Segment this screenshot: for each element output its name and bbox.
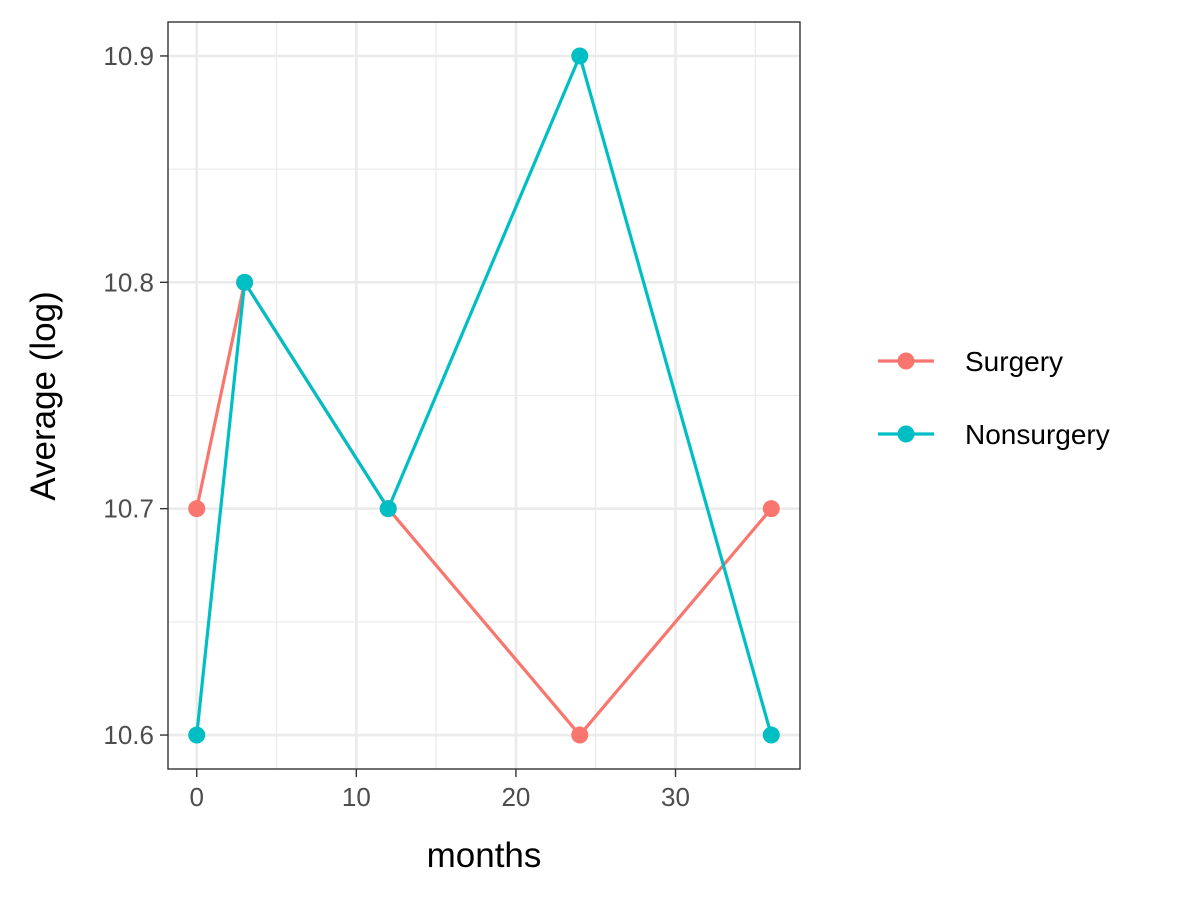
x-tick-label: 10 <box>342 782 371 812</box>
legend-key-point <box>897 425 915 443</box>
legend-key-point <box>897 352 915 370</box>
plot-panel-border <box>167 21 801 770</box>
x-axis-ticks: 0 10 20 30 <box>189 769 690 812</box>
series-points <box>188 47 780 744</box>
data-point-nonsurgery <box>379 500 397 518</box>
y-axis-title: Average (log) <box>24 291 63 500</box>
data-point-surgery <box>188 500 206 518</box>
data-point-nonsurgery <box>188 726 206 744</box>
y-tick-label: 10.8 <box>103 267 154 297</box>
y-tick-label: 10.9 <box>103 41 154 71</box>
data-point-nonsurgery <box>762 726 780 744</box>
x-tick-label: 30 <box>661 782 690 812</box>
data-point-surgery <box>571 726 589 744</box>
y-tick-label: 10.6 <box>103 720 154 750</box>
legend-item-nonsurgery: Nonsurgery <box>878 419 1110 450</box>
x-tick-label: 0 <box>189 782 203 812</box>
x-axis-title: months <box>427 836 542 875</box>
data-point-nonsurgery <box>571 47 589 65</box>
legend-label: Surgery <box>965 346 1063 377</box>
legend: Surgery Nonsurgery <box>878 346 1110 450</box>
legend-item-surgery: Surgery <box>878 346 1063 377</box>
data-point-surgery <box>762 500 780 518</box>
legend-label: Nonsurgery <box>965 419 1110 450</box>
x-tick-label: 20 <box>501 782 530 812</box>
data-point-nonsurgery <box>236 273 254 291</box>
y-tick-label: 10.7 <box>103 494 154 524</box>
y-axis-ticks: 10.6 10.7 10.8 10.9 <box>103 41 168 750</box>
